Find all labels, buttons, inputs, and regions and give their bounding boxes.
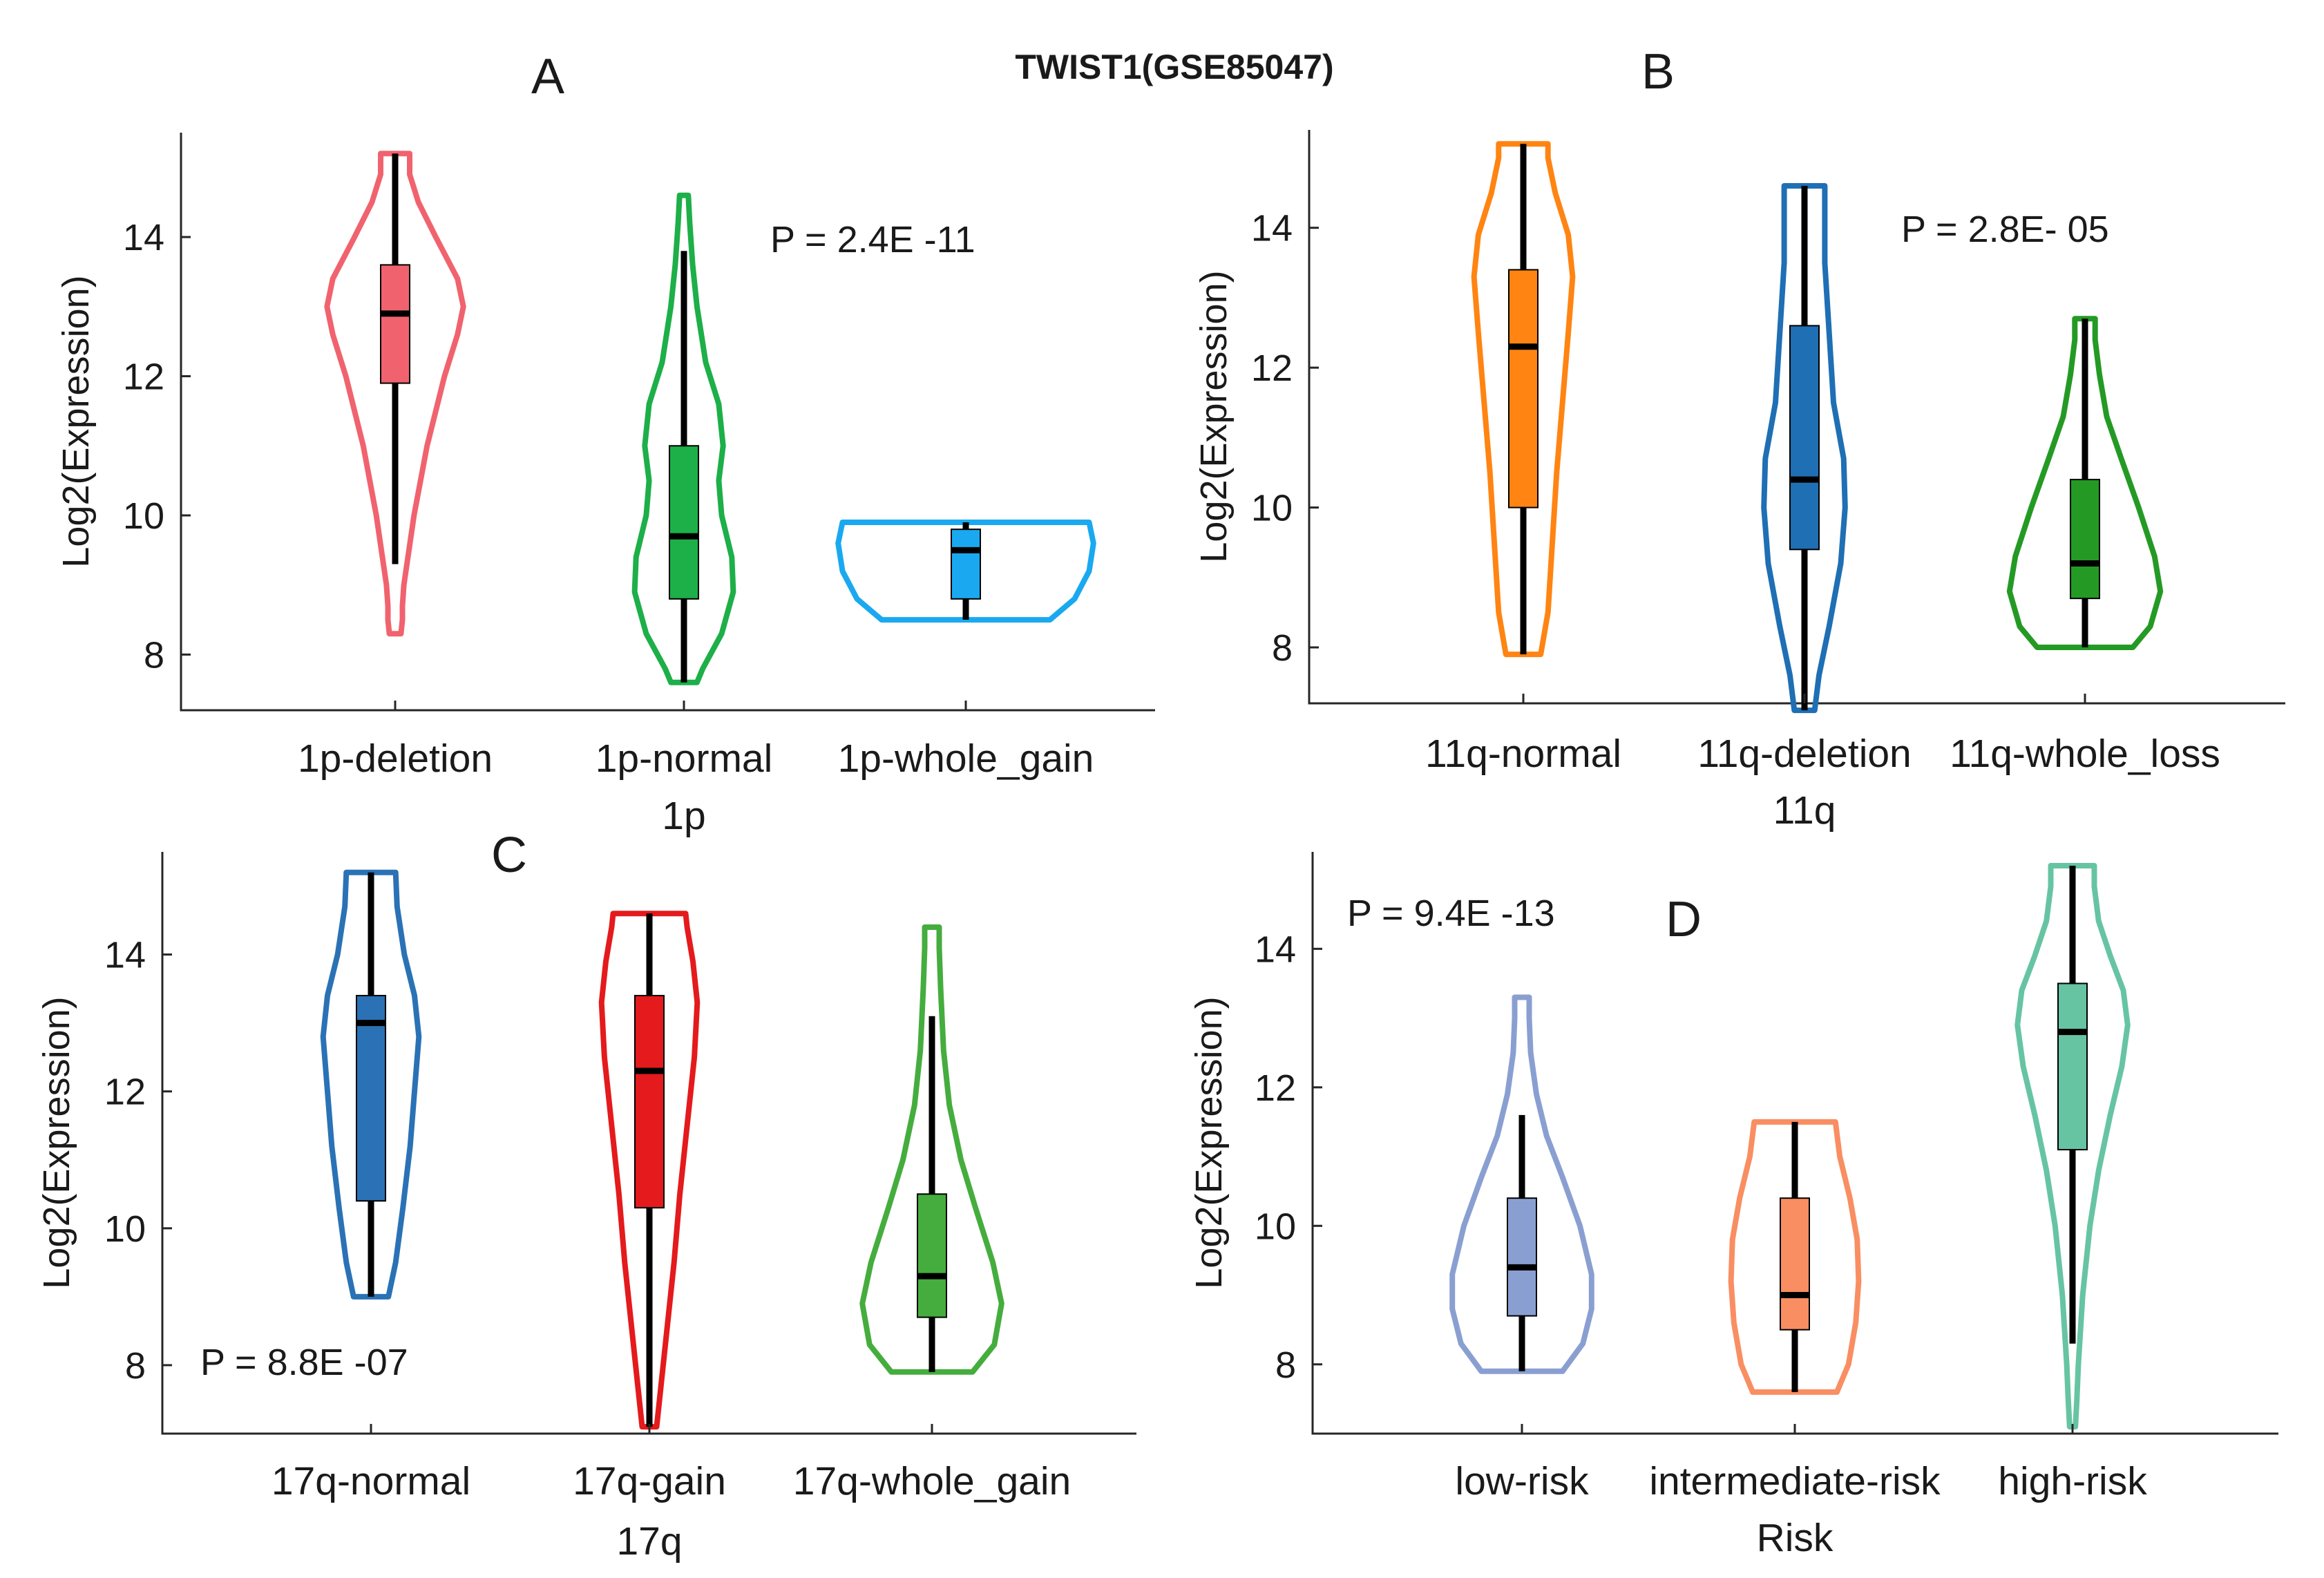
y-tick-label: 12 xyxy=(1251,348,1293,389)
violin-11q-whole_loss xyxy=(2006,316,2164,650)
iqr-box xyxy=(1507,1197,1537,1317)
y-tick-label: 10 xyxy=(1255,1206,1296,1247)
y-axis-label: Log2(Expression) xyxy=(1188,996,1230,1289)
x-axis-label: Risk xyxy=(1757,1516,1834,1560)
iqr-box xyxy=(2057,982,2088,1151)
violin-outline xyxy=(2006,316,2164,650)
axes-frame xyxy=(1311,852,2278,1435)
iqr-box xyxy=(1508,269,1539,508)
panel-c: C 8 10 12 14 Log2(Expression) 17q-normal 17q-ga… xyxy=(36,828,1136,1563)
violin-outline xyxy=(320,869,422,1300)
axes-frame xyxy=(180,133,1155,712)
iqr-box xyxy=(1789,325,1820,551)
violin-intermediate-risk xyxy=(1728,1119,1862,1395)
category-label: low-risk xyxy=(1455,1459,1589,1503)
panel-label: D xyxy=(1666,892,1702,947)
y-tick-label: 10 xyxy=(1251,488,1293,529)
y-tick-label: 8 xyxy=(1272,627,1293,669)
y-tick-label: 10 xyxy=(123,495,164,537)
violin-low-risk xyxy=(1449,994,1594,1374)
p-value-annotation: P = 2.4E -11 xyxy=(770,219,975,260)
panel-label: A xyxy=(531,49,564,104)
p-value-annotation: P = 8.8E -07 xyxy=(200,1342,408,1383)
category-label: 17q-normal xyxy=(272,1459,470,1503)
category-label: high-risk xyxy=(1998,1459,2147,1503)
violin-outline xyxy=(1471,141,1576,658)
y-tick-label: 14 xyxy=(1255,929,1296,970)
violin-outline xyxy=(1761,183,1848,714)
violin-outline xyxy=(859,924,1004,1375)
iqr-box xyxy=(669,445,699,600)
y-tick-label: 12 xyxy=(104,1072,146,1113)
violin-outline xyxy=(1728,1119,1862,1395)
panel-label: B xyxy=(1641,44,1675,99)
category-label: 11q-normal xyxy=(1425,732,1621,776)
y-tick-label: 14 xyxy=(123,217,164,258)
figure-title: TWIST1(GSE85047) xyxy=(1015,48,1333,86)
p-value-annotation: P = 2.8E- 05 xyxy=(1901,209,2109,250)
x-axis-label: 1p xyxy=(662,794,705,838)
panel-d: D 8 10 12 14 Log2(Expression) low-risk intermed… xyxy=(1188,852,2278,1560)
violin-high-risk xyxy=(2015,863,2131,1429)
panel-a: A 8 10 12 14 Log2(Expression) 1p-deletion 1p-no… xyxy=(55,49,1155,838)
violin-1p-normal xyxy=(631,192,736,685)
category-label: 17q-gain xyxy=(573,1459,726,1503)
x-axis-label: 11q xyxy=(1773,788,1836,833)
category-label: 1p-whole_gain xyxy=(838,736,1094,781)
violin-17q-whole_gain xyxy=(859,924,1004,1375)
iqr-box xyxy=(1780,1197,1810,1331)
panel-b: B 8 10 12 14 Log2(Expression) 11q-normal 11q-de… xyxy=(1193,44,2285,833)
violin-11q-deletion xyxy=(1761,183,1848,714)
y-tick-label: 14 xyxy=(104,935,146,976)
y-tick-label: 12 xyxy=(123,357,164,398)
iqr-box xyxy=(356,995,386,1202)
violin-outline xyxy=(835,520,1096,623)
iqr-box xyxy=(634,995,665,1209)
iqr-box xyxy=(380,264,410,384)
violin-17q-normal xyxy=(320,869,422,1300)
category-label: 17q-whole_gain xyxy=(793,1459,1071,1503)
category-label: 11q-deletion xyxy=(1697,732,1912,776)
panel-label: C xyxy=(491,828,527,883)
iqr-box xyxy=(917,1193,947,1318)
y-tick-label: 8 xyxy=(1275,1344,1296,1386)
category-label: intermediate-risk xyxy=(1649,1459,1941,1503)
violin-outline xyxy=(598,911,701,1430)
p-value-annotation: P = 9.4E -13 xyxy=(1347,893,1555,934)
category-label: 11q-whole_loss xyxy=(1950,732,2220,776)
iqr-box xyxy=(2070,479,2100,600)
y-axis-label: Log2(Expression) xyxy=(36,996,77,1289)
violin-1p-whole_gain xyxy=(835,520,1096,623)
y-tick-label: 10 xyxy=(104,1208,146,1250)
x-axis-label: 17q xyxy=(616,1519,682,1563)
violin-1p-deletion xyxy=(324,151,466,637)
y-axis-label: Log2(Expression) xyxy=(1193,270,1235,562)
violin-17q-gain xyxy=(598,911,701,1430)
y-tick-label: 8 xyxy=(125,1345,146,1387)
violin-outline xyxy=(324,151,466,637)
violin-outline xyxy=(631,192,736,685)
violin-outline xyxy=(2015,863,2131,1429)
iqr-box xyxy=(951,529,981,600)
axes-frame xyxy=(1308,130,2285,705)
violin-11q-normal xyxy=(1471,141,1576,658)
y-tick-label: 8 xyxy=(144,634,164,676)
y-tick-label: 14 xyxy=(1251,208,1293,249)
axes-frame xyxy=(161,852,1136,1435)
category-label: 1p-normal xyxy=(596,736,773,781)
category-label: 1p-deletion xyxy=(298,736,493,781)
violin-outline xyxy=(1449,994,1594,1374)
y-axis-label: Log2(Expression) xyxy=(55,275,97,567)
y-tick-label: 12 xyxy=(1255,1067,1296,1109)
